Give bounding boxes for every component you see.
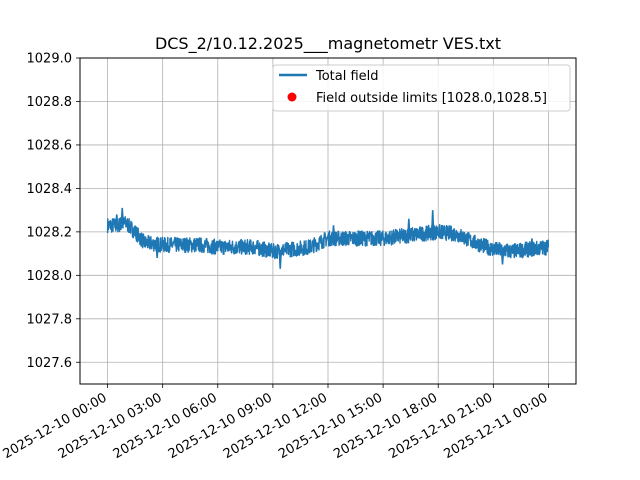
- series-spike: [120, 207, 124, 225]
- series-spike: [407, 218, 411, 236]
- chart-title: DCS_2/10.12.2025___magnetometr VES.txt: [155, 34, 501, 54]
- x-tick-label: 2025-12-10 12:00: [221, 390, 330, 462]
- series-line-total-field: [106, 215, 550, 260]
- legend: Total field Field outside limits [1028.0…: [272, 64, 571, 112]
- series-spike: [155, 244, 159, 259]
- x-tick-label: 2025-12-10 15:00: [276, 390, 385, 462]
- x-tick-label: 2025-12-10 18:00: [331, 390, 440, 462]
- x-tick-label: 2025-12-10 09:00: [166, 390, 275, 462]
- x-tick-label: 2025-12-11 00:00: [441, 390, 550, 462]
- x-tick-label: 2025-12-10 21:00: [386, 390, 495, 462]
- legend-label-total-field: Total field: [315, 69, 379, 84]
- y-tick-label: 1027.6: [27, 356, 73, 371]
- y-tick-label: 1028.6: [27, 138, 73, 153]
- y-tick-label: 1028.2: [27, 225, 73, 240]
- series-spike: [530, 238, 534, 250]
- series-spike: [331, 225, 336, 239]
- legend-box: [272, 64, 571, 112]
- legend-label-outside-limits: Field outside limits [1028.0,1028.5]: [316, 91, 547, 106]
- y-tick-label: 1029.0: [27, 52, 73, 67]
- x-tick-label: 2025-12-10 06:00: [111, 390, 220, 462]
- x-tick-label: 2025-12-10 03:00: [56, 390, 165, 462]
- y-axis: 1027.6 1027.8 1028.0 1028.2 1028.4 1028.6 1028…: [27, 52, 80, 371]
- series-layer: [106, 207, 550, 269]
- legend-marker-outside-limits: [287, 92, 297, 102]
- y-tick-label: 1027.8: [27, 312, 73, 327]
- series-spike: [430, 210, 435, 233]
- series-spike: [115, 214, 119, 226]
- series-spike: [278, 250, 282, 269]
- y-tick-label: 1028.4: [27, 182, 73, 197]
- series-spike: [500, 250, 505, 265]
- y-tick-label: 1028.0: [27, 269, 73, 284]
- y-tick-label: 1028.8: [27, 95, 73, 110]
- x-tick-label: 2025-12-10 00:00: [1, 390, 110, 462]
